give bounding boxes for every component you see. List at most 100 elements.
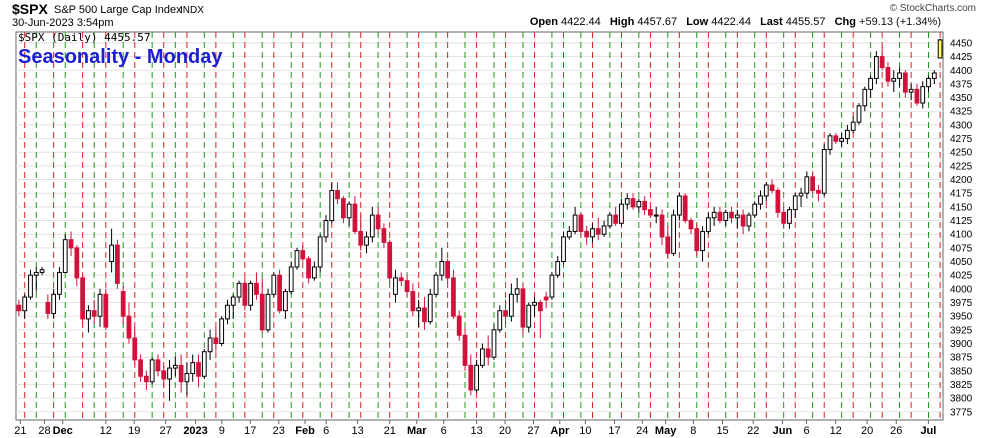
candle-body	[891, 77, 897, 82]
x-tick-label: 21	[384, 425, 396, 437]
candle-body	[908, 88, 914, 93]
y-tick-label: 4175	[950, 189, 973, 200]
candle-body	[335, 189, 340, 200]
candle-body	[254, 282, 259, 295]
y-tick-label: 4425	[950, 52, 973, 63]
low-label: Low	[686, 16, 709, 28]
candle-body	[167, 367, 172, 380]
candle-body	[543, 296, 549, 301]
candle-body	[758, 195, 763, 205]
candle-body	[868, 77, 873, 90]
candle-body	[364, 236, 369, 246]
candle-body	[897, 72, 902, 79]
x-tick-label: 22	[747, 425, 759, 437]
candle-body	[630, 198, 636, 208]
plot-area	[15, 31, 944, 421]
candle-body	[700, 230, 705, 252]
candle-body	[126, 315, 132, 339]
candle-body	[369, 214, 375, 238]
candle-body	[926, 77, 931, 88]
candle-body	[45, 302, 51, 314]
y-tick-label: 3875	[950, 353, 973, 364]
candle-body	[22, 296, 28, 312]
candle-body	[375, 214, 381, 230]
candle-body	[856, 105, 862, 123]
candle-body	[775, 189, 781, 213]
x-tick-label: 20	[499, 425, 511, 437]
candle-body	[833, 135, 839, 142]
y-tick-label: 3975	[950, 298, 973, 309]
candle-body	[213, 337, 219, 344]
y-tick-label: 4225	[950, 161, 973, 172]
candle-body	[138, 359, 143, 377]
x-tick-label: Jul	[920, 425, 936, 437]
candle-body	[120, 291, 126, 317]
candle-body	[839, 138, 844, 142]
candle-body	[653, 214, 659, 217]
y-tick-label: 4100	[950, 230, 973, 241]
candle-body	[172, 364, 178, 369]
low-value: 4422.44	[711, 16, 752, 28]
candle-body	[97, 293, 103, 317]
candle-body	[636, 200, 642, 208]
x-tick-label: Feb	[295, 425, 315, 437]
candle-body	[184, 373, 190, 383]
high-label: High	[609, 16, 635, 28]
candle-body	[410, 291, 416, 312]
exchange-label: INDX	[180, 5, 204, 16]
candle-body	[201, 351, 207, 377]
candle-body	[642, 200, 648, 211]
candle-body	[474, 364, 479, 391]
x-tick-label: 24	[636, 425, 648, 437]
candle-body	[57, 271, 62, 295]
candle-body	[827, 135, 833, 150]
candle-body	[931, 72, 937, 79]
candle-body	[381, 228, 387, 243]
candle-body	[352, 203, 358, 232]
last-value: 4455.57	[785, 16, 826, 28]
x-tick-label: Mar	[407, 425, 427, 437]
candle-body	[920, 86, 926, 104]
candle-body	[358, 230, 364, 246]
candle-body	[248, 282, 254, 306]
candle-body	[885, 67, 891, 82]
candle-body	[422, 307, 427, 323]
candle-body	[682, 195, 688, 222]
y-tick-label: 4025	[950, 271, 973, 282]
y-tick-label: 3825	[950, 380, 973, 391]
chg-label: Chg	[834, 16, 856, 28]
candle-body	[555, 261, 561, 276]
x-tick-label: 6	[803, 425, 809, 437]
brand-label: © StockCharts.com	[889, 3, 976, 14]
x-tick-label: May	[655, 425, 677, 437]
y-tick-label: 4150	[950, 202, 973, 213]
candle-body	[196, 362, 201, 377]
candle-body	[277, 274, 282, 312]
candle-body	[914, 88, 920, 104]
candle-body	[584, 230, 590, 238]
candle-body	[115, 244, 120, 284]
x-tick-label: 20	[861, 425, 873, 437]
candle-body	[480, 348, 485, 366]
candle-body	[68, 239, 74, 249]
x-tick-label: 9	[219, 425, 225, 437]
candle-body	[648, 209, 653, 216]
candle-body	[109, 244, 114, 263]
y-tick-label: 4250	[950, 148, 973, 159]
candle-body	[561, 236, 566, 263]
candle-body	[311, 266, 317, 279]
candle-body	[746, 214, 752, 227]
candle-body	[416, 307, 422, 312]
candle-body	[566, 230, 572, 238]
candle-body	[178, 364, 184, 383]
x-tick-label: 6	[323, 425, 329, 437]
candle-body	[850, 121, 856, 131]
y-tick-label: 4050	[950, 257, 973, 268]
symbol-label: $SPX	[12, 1, 48, 17]
y-tick-label: 4075	[950, 243, 973, 254]
candle-body	[619, 203, 624, 224]
chg-value: +59.13 (+1.34%)	[859, 16, 941, 28]
y-tick-label: 3925	[950, 325, 973, 336]
x-tick-label: 19	[128, 425, 140, 437]
last-label: Last	[760, 16, 783, 28]
